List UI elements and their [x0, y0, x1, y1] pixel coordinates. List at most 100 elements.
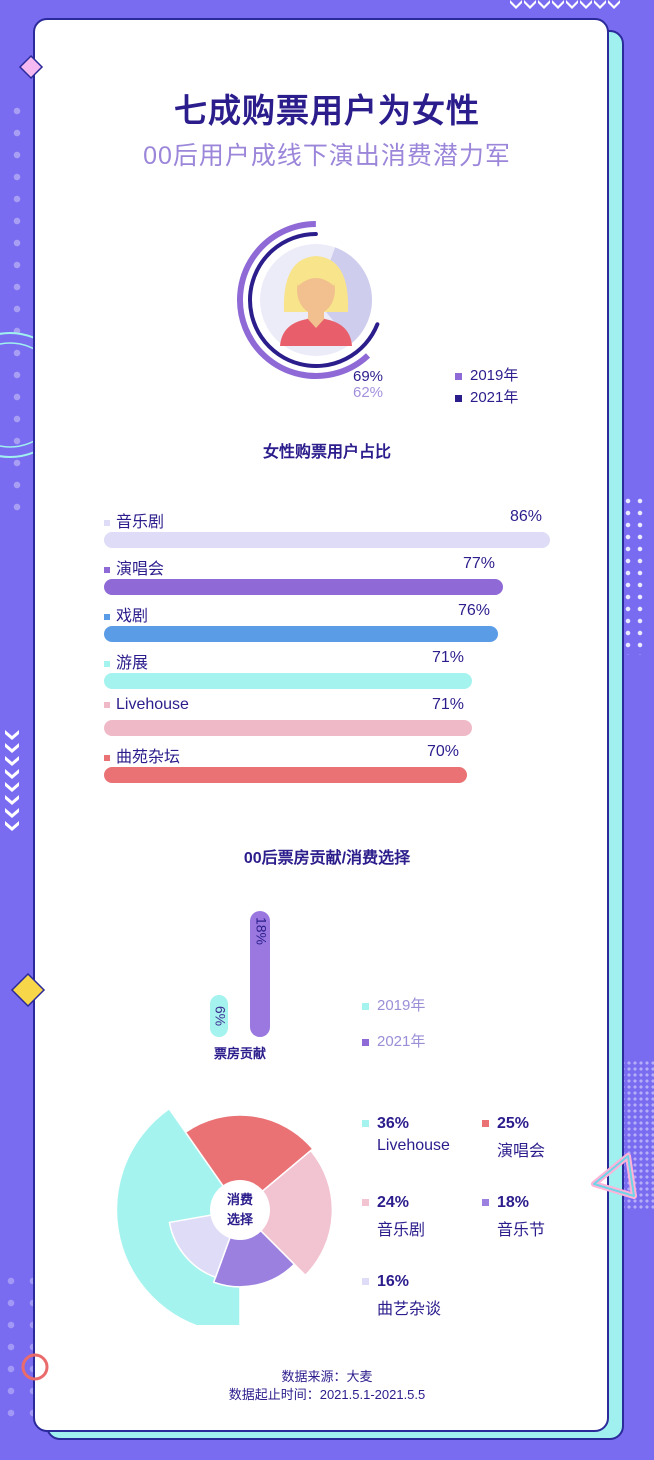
legend-percent: 24% [377, 1194, 410, 1211]
bar-category-label: 音乐剧 [104, 508, 164, 532]
legend-percent: 16% [377, 1273, 410, 1290]
youth-legend-2019-swatch [362, 1002, 369, 1010]
bg-chevrons-left [5, 730, 19, 831]
page-title: 七成购票用户为女性 [174, 92, 480, 129]
legend-percent: 25% [497, 1115, 530, 1132]
bar-swatch [104, 701, 110, 708]
consumption-pie-chart [115, 1107, 334, 1325]
boxoffice-value-label: 18% [253, 917, 269, 945]
female-ratio-chart [237, 221, 380, 379]
bar-value-label: 77% [463, 555, 496, 572]
legend-2019-label: 2019年 [470, 367, 519, 384]
boxoffice-bar [250, 911, 270, 1037]
page-subtitle: 00后用户成线下演出消费潜力军 [143, 142, 511, 170]
youth-legend-2021-label: 2021年 [377, 1033, 426, 1050]
consumption-legend-item: 24% 音乐剧 [362, 1194, 425, 1240]
bar-category-label: 戏剧 [104, 602, 148, 626]
legend-swatch [362, 1199, 369, 1207]
legend-percent: 18% [497, 1194, 530, 1211]
youth-legend-2019: 2019年 [362, 994, 425, 1015]
legend-category: 曲艺杂谈 [377, 1301, 442, 1318]
legend-swatch [482, 1199, 489, 1207]
legend-2019-swatch [455, 372, 462, 380]
bar-category-label: 游展 [104, 649, 148, 673]
legend-value-row: 16% [362, 1273, 441, 1291]
pie-slice [238, 1149, 334, 1277]
bar-category-text: 游展 [116, 655, 149, 672]
female-avatar-icon [280, 256, 352, 346]
boxoffice-value-label: 6% [212, 1006, 228, 1026]
bar-value-label: 71% [432, 649, 465, 666]
legend-swatch [362, 1278, 369, 1286]
consumption-legend-item: 16% 曲艺杂谈 [362, 1273, 441, 1319]
value-2021-label: 69% [353, 368, 384, 385]
ring-red-icon [21, 1353, 49, 1381]
boxoffice-bar [210, 995, 228, 1037]
bar-category-text: 戏剧 [116, 608, 149, 625]
bar-swatch [104, 613, 110, 620]
bar-swatch [104, 754, 110, 761]
legend-swatch [482, 1120, 489, 1128]
bar-value-label: 71% [432, 696, 465, 713]
bg-dots-right [622, 495, 646, 655]
value-2019-label: 62% [353, 384, 384, 401]
youth-legend-2021-swatch [362, 1038, 369, 1046]
bar [104, 673, 472, 689]
boxoffice-chart: 6% 18% [210, 911, 270, 1037]
legend-2019: 2019年 [455, 364, 518, 385]
ring-2021 [248, 232, 380, 368]
data-period: 数据起止时间：2021.5.1-2021.5.5 [228, 1387, 426, 1402]
legend-2021-swatch [455, 394, 462, 402]
bar-category-text: 演唱会 [116, 561, 165, 578]
legend-2021-label: 2021年 [470, 389, 519, 406]
bg-dots-bottom-left [0, 1270, 34, 1430]
legend-category: 演唱会 [497, 1143, 546, 1160]
bar-value-label: 76% [458, 602, 491, 619]
youth-section-title: 00后票房贡献/消费选择 [243, 850, 411, 867]
consumption-legend-item: 18% 音乐节 [482, 1194, 545, 1240]
bar-category-label: 演唱会 [104, 555, 164, 579]
bar-swatch [104, 660, 110, 667]
consumption-legend-item: 36% Livehouse [362, 1115, 450, 1155]
pie-center-hole [210, 1180, 270, 1240]
bar [104, 579, 503, 595]
bar [104, 532, 550, 548]
bg-chevrons-top [510, 0, 620, 9]
youth-legend-2019-label: 2019年 [377, 997, 426, 1014]
legend-value-row: 18% [482, 1194, 545, 1212]
legend-value-row: 36% [362, 1115, 450, 1133]
bar-swatch [104, 519, 110, 526]
legend-2021: 2021年 [455, 386, 518, 407]
triangle-icon [591, 1153, 637, 1199]
bar-category-text: Livehouse [116, 696, 189, 713]
bar-category-label: 曲苑杂坛 [104, 743, 180, 767]
bar-category-text: 曲苑杂坛 [116, 749, 181, 766]
pie-center-line1: 消费 [226, 1192, 253, 1207]
bar-value-label: 86% [510, 508, 543, 525]
female-chart-title: 女性购票用户占比 [262, 444, 391, 461]
ring-2019 [237, 221, 371, 379]
diamond-pink-icon [18, 54, 44, 80]
data-source: 数据来源：大麦 [281, 1369, 373, 1384]
bar [104, 767, 467, 783]
diamond-yellow-icon [10, 972, 46, 1008]
youth-legend-2021: 2021年 [362, 1030, 425, 1051]
pie-slice [184, 1114, 314, 1212]
legend-category: 音乐节 [497, 1222, 546, 1239]
legend-category: 音乐剧 [377, 1222, 426, 1239]
boxoffice-label: 票房贡献 [213, 1046, 266, 1061]
bar-category-label: Livehouse [104, 696, 189, 714]
legend-percent: 36% [377, 1115, 410, 1132]
legend-value-row: 25% [482, 1115, 545, 1133]
consumption-legend-item: 25% 演唱会 [482, 1115, 545, 1161]
bar-category-text: 音乐剧 [116, 514, 165, 531]
bg-dots-left [6, 100, 34, 520]
pie-center-label: 消费 选择 [214, 1190, 266, 1230]
bar [104, 720, 472, 736]
bar-value-label: 70% [427, 743, 460, 760]
pie-center-line2: 选择 [226, 1212, 253, 1227]
legend-category: Livehouse [377, 1137, 450, 1154]
bar [104, 626, 498, 642]
legend-value-row: 24% [362, 1194, 425, 1212]
bar-swatch [104, 566, 110, 573]
